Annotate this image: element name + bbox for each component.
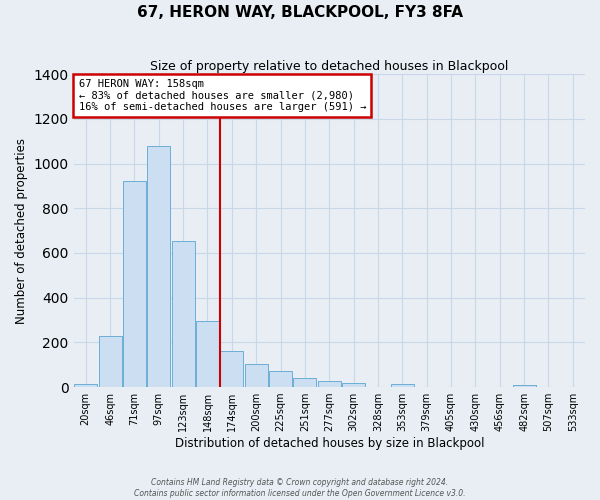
Bar: [269, 372, 292, 387]
Text: Contains HM Land Registry data © Crown copyright and database right 2024.
Contai: Contains HM Land Registry data © Crown c…: [134, 478, 466, 498]
Bar: [245, 364, 268, 387]
Bar: [172, 240, 195, 387]
Bar: [147, 146, 170, 387]
Bar: [318, 382, 341, 387]
Title: Size of property relative to detached houses in Blackpool: Size of property relative to detached ho…: [150, 60, 508, 73]
Bar: [342, 382, 365, 387]
Y-axis label: Number of detached properties: Number of detached properties: [15, 138, 28, 324]
Bar: [293, 378, 316, 387]
Bar: [391, 384, 414, 387]
X-axis label: Distribution of detached houses by size in Blackpool: Distribution of detached houses by size …: [175, 437, 484, 450]
Bar: [123, 182, 146, 387]
Bar: [98, 336, 122, 387]
Bar: [512, 385, 536, 387]
Text: 67 HERON WAY: 158sqm
← 83% of detached houses are smaller (2,980)
16% of semi-de: 67 HERON WAY: 158sqm ← 83% of detached h…: [79, 79, 366, 112]
Bar: [74, 384, 97, 387]
Bar: [220, 352, 244, 387]
Bar: [196, 321, 219, 387]
Text: 67, HERON WAY, BLACKPOOL, FY3 8FA: 67, HERON WAY, BLACKPOOL, FY3 8FA: [137, 5, 463, 20]
